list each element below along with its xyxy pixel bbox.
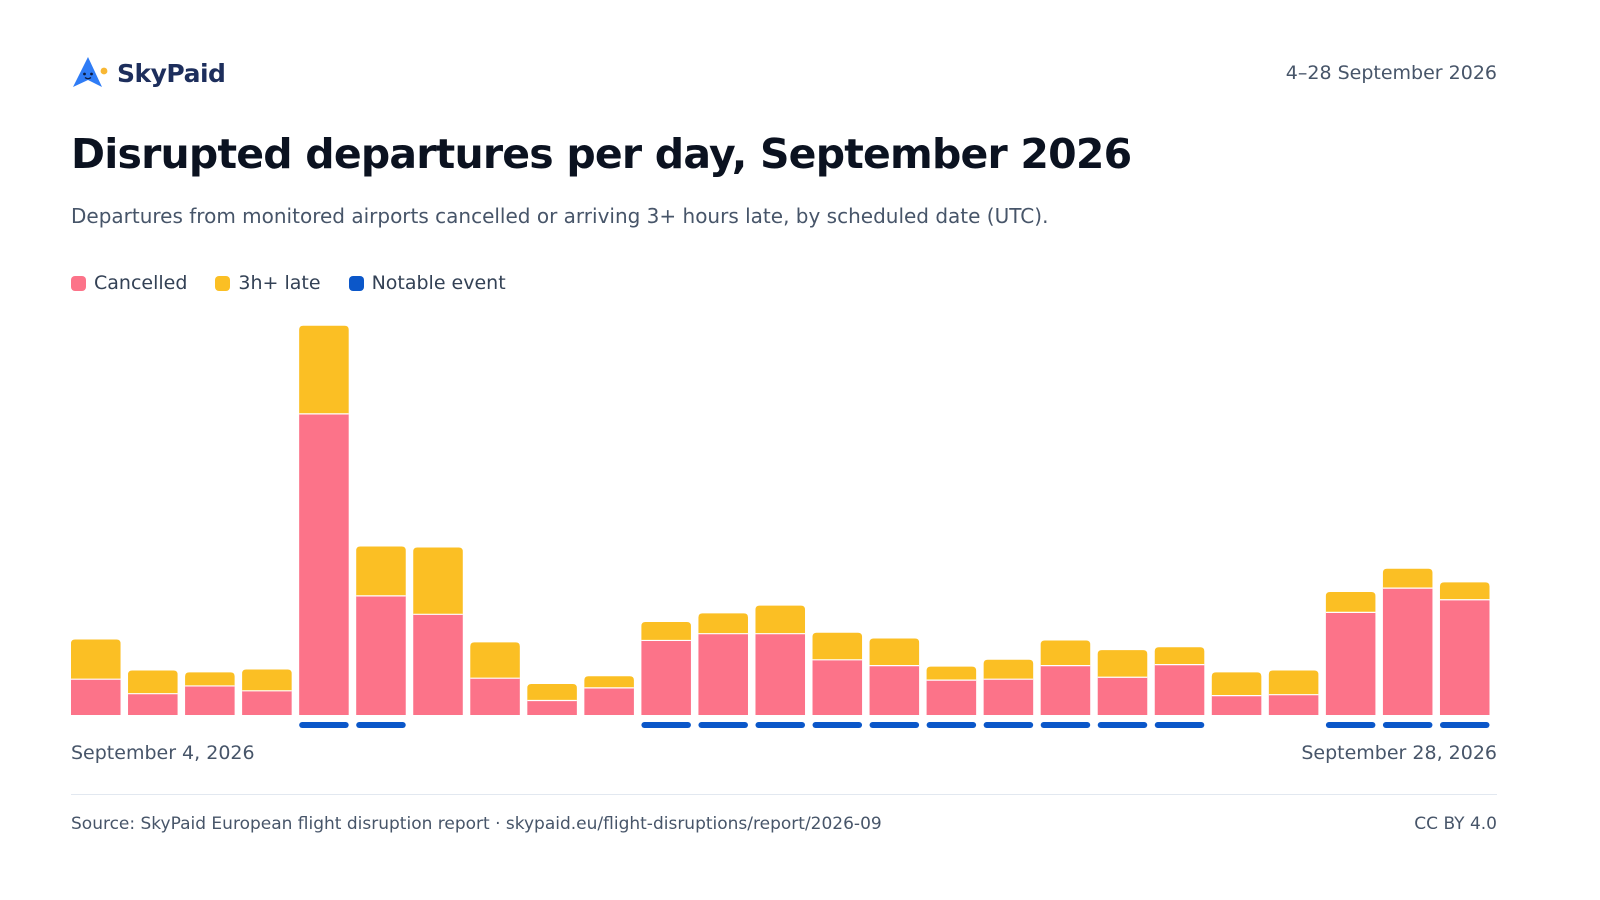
bar-cancelled-2026-09-18 [869, 665, 920, 715]
legend-item-notable-event: Notable event [348, 272, 506, 294]
bar-cancelled-2026-09-23 [1154, 664, 1205, 715]
bar-late-2026-09-25 [1268, 670, 1319, 695]
bar-late-2026-09-12 [527, 684, 577, 701]
date-range-label: 4–28 September 2026 [1285, 62, 1497, 84]
license-label: CC BY 4.0 [1414, 814, 1497, 834]
bar-cancelled-2026-09-10 [413, 614, 463, 715]
bar-cancelled-2026-09-28 [1439, 599, 1490, 715]
bar-cancelled-2026-09-12 [527, 700, 577, 715]
notable-event-marker-2026-09-19 [926, 722, 977, 728]
bar-cancelled-2026-09-25 [1268, 694, 1319, 715]
chart-title: Disrupted departures per day, September … [71, 130, 1132, 178]
bar-cancelled-2026-09-27 [1382, 588, 1433, 715]
legend-label-cancelled: Cancelled [94, 272, 188, 294]
notable-event-marker-2026-09-22 [1097, 722, 1148, 728]
bar-late-2026-09-22 [1097, 650, 1148, 678]
bar-cancelled-2026-09-17 [812, 659, 863, 715]
bar-late-2026-09-20 [983, 659, 1034, 680]
notable-event-marker-2026-09-23 [1154, 722, 1205, 728]
chart-legend: Cancelled 3h+ late Notable event [71, 272, 506, 294]
notable-event-marker-2026-09-09 [356, 722, 406, 728]
bar-cancelled-2026-09-07 [242, 690, 292, 715]
bar-cancelled-2026-09-21 [1040, 665, 1091, 715]
bar-late-2026-09-21 [1040, 640, 1091, 666]
notable-event-marker-2026-09-08 [299, 722, 349, 728]
bar-cancelled-2026-09-08 [299, 413, 349, 715]
bar-cancelled-2026-09-20 [983, 679, 1034, 715]
x-axis-end-label: September 28, 2026 [1301, 742, 1497, 764]
bar-cancelled-2026-09-22 [1097, 677, 1148, 715]
notable-event-marker-2026-09-28 [1439, 722, 1490, 728]
notable-event-marker-2026-09-27 [1382, 722, 1433, 728]
bar-late-2026-09-28 [1439, 582, 1490, 600]
bar-late-2026-09-09 [356, 546, 406, 596]
notable-event-marker-2026-09-26 [1325, 722, 1376, 728]
bar-late-2026-09-19 [926, 666, 977, 681]
legend-label-late: 3h+ late [238, 272, 321, 294]
bar-late-2026-09-18 [869, 638, 920, 666]
bar-late-2026-09-17 [812, 632, 863, 660]
bar-late-2026-09-11 [470, 642, 520, 679]
notable-event-marker-2026-09-15 [698, 722, 748, 728]
legend-swatch-cancelled [71, 275, 86, 291]
brand-logo: SkyPaid [71, 55, 226, 91]
bar-late-2026-09-27 [1382, 568, 1433, 589]
bar-late-2026-09-06 [185, 672, 235, 686]
notable-event-marker-2026-09-18 [869, 722, 920, 728]
bar-cancelled-2026-09-19 [926, 680, 977, 715]
brand-name: SkyPaid [117, 58, 226, 88]
bar-cancelled-2026-09-09 [356, 595, 406, 715]
bar-late-2026-09-04 [71, 639, 121, 680]
notable-event-marker-2026-09-20 [983, 722, 1034, 728]
bar-late-2026-09-07 [242, 669, 292, 691]
x-axis-start-label: September 4, 2026 [71, 742, 255, 764]
bar-cancelled-2026-09-15 [698, 633, 748, 715]
bar-cancelled-2026-09-16 [755, 633, 806, 715]
bar-cancelled-2026-09-24 [1211, 695, 1262, 715]
legend-label-notable-event: Notable event [371, 272, 506, 294]
bar-cancelled-2026-09-26 [1325, 612, 1376, 715]
legend-swatch-notable-event [348, 275, 364, 291]
bar-late-2026-09-26 [1325, 592, 1376, 613]
notable-event-marker-2026-09-14 [641, 722, 691, 728]
legend-item-cancelled: Cancelled [71, 272, 187, 294]
bar-late-2026-09-14 [641, 622, 691, 641]
bar-late-2026-09-13 [584, 676, 634, 688]
bar-late-2026-09-05 [128, 670, 178, 694]
bar-late-2026-09-23 [1154, 647, 1205, 665]
bar-cancelled-2026-09-05 [128, 693, 178, 715]
chart-subtitle: Departures from monitored airports cance… [71, 204, 1049, 228]
bar-cancelled-2026-09-06 [185, 685, 235, 715]
bar-cancelled-2026-09-13 [584, 687, 634, 715]
notable-event-marker-2026-09-21 [1040, 722, 1091, 728]
skypaid-star-icon [73, 57, 108, 87]
bar-late-2026-09-08 [299, 325, 349, 414]
bar-cancelled-2026-09-11 [470, 678, 520, 715]
bar-late-2026-09-16 [755, 605, 806, 634]
notable-event-marker-2026-09-17 [812, 722, 863, 728]
bar-late-2026-09-15 [698, 613, 748, 634]
bar-cancelled-2026-09-04 [71, 679, 121, 715]
notable-event-marker-2026-09-16 [755, 722, 806, 728]
bar-late-2026-09-24 [1211, 672, 1262, 696]
legend-swatch-late [215, 275, 231, 291]
legend-item-late: 3h+ late [215, 272, 321, 294]
bar-cancelled-2026-09-14 [641, 640, 691, 715]
bar-late-2026-09-10 [413, 547, 463, 615]
source-note: Source: SkyPaid European flight disrupti… [71, 814, 882, 834]
footer-divider [71, 794, 1497, 795]
